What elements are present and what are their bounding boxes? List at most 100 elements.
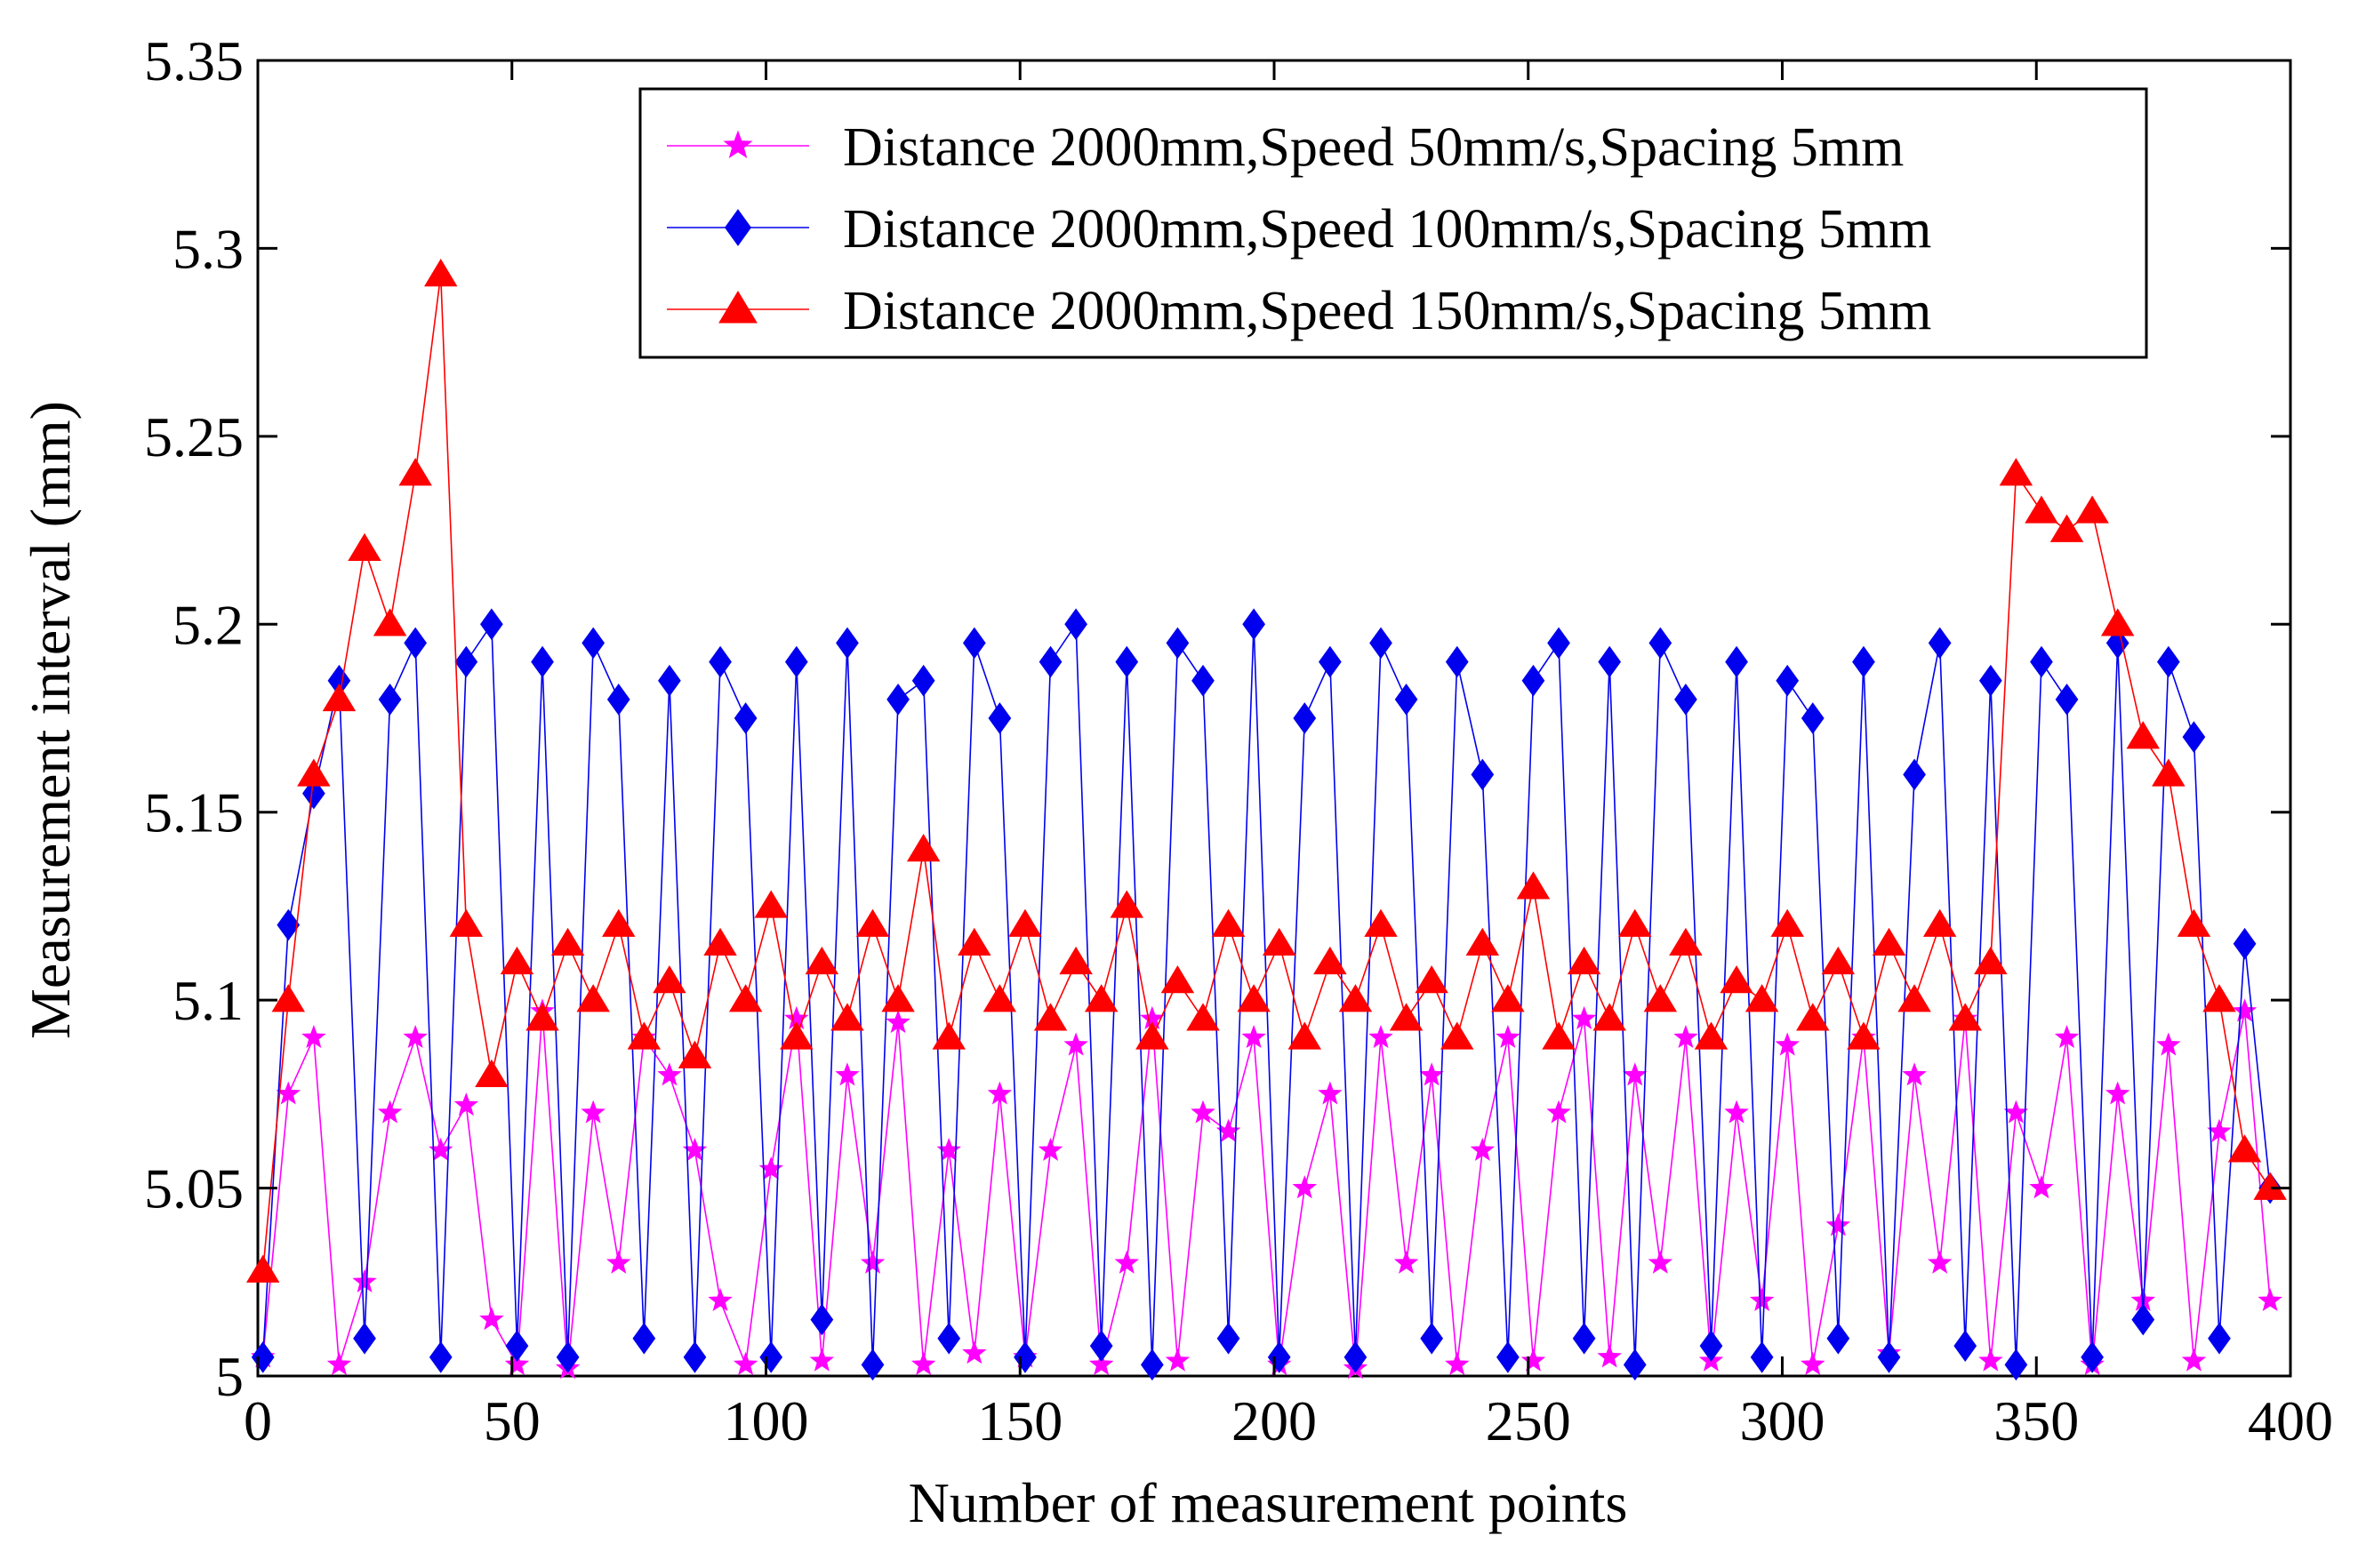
data-point <box>504 1351 530 1375</box>
y-axis: 5 5.05 5.1 5.15 5.2 5.25 5.3 5.35 <box>144 29 2290 1408</box>
data-point <box>962 1340 987 1364</box>
series-2 <box>251 608 2282 1381</box>
data-point <box>398 458 432 486</box>
x-tick-label: 350 <box>1993 1389 2079 1452</box>
data-point <box>835 1062 860 1086</box>
data-point <box>1419 1062 1444 1086</box>
data-point <box>836 627 859 660</box>
data-point <box>322 683 357 712</box>
data-point <box>1038 1137 1063 1161</box>
data-point <box>1186 1003 1220 1031</box>
legend: Distance 2000mm,Speed 50mm/s,Spacing 5mm… <box>638 87 2148 359</box>
data-point <box>1039 645 1063 678</box>
data-point <box>1287 1021 1322 1050</box>
data-point <box>404 627 428 660</box>
data-point <box>1394 684 1418 716</box>
data-point <box>1521 664 1545 697</box>
data-point <box>733 1351 758 1375</box>
data-point <box>860 1250 886 1274</box>
data-point <box>505 1330 529 1363</box>
data-point <box>453 1092 479 1116</box>
x-tick-label: 50 <box>484 1389 541 1452</box>
data-point <box>1313 946 1347 975</box>
data-point <box>2152 758 2186 787</box>
data-point <box>1237 984 1271 1012</box>
data-point <box>581 627 606 660</box>
data-point <box>1725 645 1748 678</box>
data-point <box>550 927 585 956</box>
data-point <box>2055 684 2079 716</box>
data-point <box>1673 1024 1698 1049</box>
data-point <box>1546 1100 1571 1124</box>
data-point <box>958 927 991 956</box>
x-tick-label: 100 <box>724 1389 809 1452</box>
data-point <box>1440 1021 1474 1050</box>
legend-label: Distance 2000mm,Speed 50mm/s,Spacing 5mm <box>843 117 1904 178</box>
data-point <box>683 1341 707 1373</box>
x-tick-label: 250 <box>1486 1389 1571 1452</box>
data-point <box>1114 1250 1139 1274</box>
legend-item: Distance 2000mm,Speed 50mm/s,Spacing 5mm <box>667 117 1904 178</box>
data-point <box>1368 1024 1393 1049</box>
data-point <box>1948 1003 1982 1031</box>
data-point <box>2126 721 2160 749</box>
data-point <box>2025 495 2058 524</box>
y-tick-label: 5.2 <box>172 593 244 656</box>
data-point <box>1801 1351 1825 1375</box>
data-point <box>277 908 301 941</box>
data-point <box>1343 1341 1367 1373</box>
data-point <box>780 1021 814 1050</box>
data-point <box>449 908 484 937</box>
data-point <box>373 608 407 636</box>
data-point <box>1978 1348 2003 1372</box>
data-point <box>2054 1024 2080 1049</box>
data-point <box>606 1250 631 1274</box>
data-point <box>1191 1100 1215 1124</box>
data-point <box>784 645 808 678</box>
legend-marker <box>724 209 752 246</box>
data-point <box>1547 627 1570 660</box>
data-point <box>1903 758 1926 791</box>
x-axis-label: Number of measurement points <box>909 1471 1628 1534</box>
legend-marker <box>723 130 753 159</box>
data-point <box>1902 1062 1927 1086</box>
data-point <box>1669 927 1703 956</box>
data-point <box>1572 1322 1596 1355</box>
data-point <box>1821 946 1856 975</box>
data-point <box>987 1081 1013 1105</box>
y-tick-label: 5.3 <box>172 217 244 280</box>
data-point <box>627 1021 662 1050</box>
data-point <box>352 1268 377 1292</box>
y-tick-label: 5.35 <box>144 29 244 92</box>
data-point <box>1648 1250 1673 1274</box>
data-point <box>1088 1351 1114 1375</box>
data-point <box>1470 1137 1496 1161</box>
data-point <box>1415 965 1448 994</box>
data-point <box>2181 1348 2207 1372</box>
legend-label: Distance 2000mm,Speed 150mm/s,Spacing 5m… <box>843 281 1931 341</box>
data-point <box>759 1341 783 1373</box>
data-point <box>454 645 478 678</box>
data-point <box>1825 1212 1851 1236</box>
data-point <box>353 1322 376 1355</box>
data-point <box>2253 1172 2287 1200</box>
data-point <box>475 1059 509 1087</box>
data-point <box>1826 1322 1850 1355</box>
data-point <box>1496 1024 1520 1049</box>
y-tick-label: 5.05 <box>144 1157 244 1220</box>
data-point <box>810 1303 834 1336</box>
data-point <box>2075 495 2109 524</box>
data-point <box>297 758 331 787</box>
data-point <box>1135 1021 1169 1050</box>
data-point <box>2105 1081 2130 1105</box>
data-point <box>1393 1250 1419 1274</box>
data-point <box>754 890 788 918</box>
data-point <box>937 1322 961 1355</box>
data-point <box>606 684 630 716</box>
data-point <box>855 908 890 937</box>
data-point <box>678 1040 712 1068</box>
data-point <box>2100 608 2135 636</box>
data-point <box>1420 1322 1444 1355</box>
data-point <box>1262 927 1296 956</box>
data-point <box>1623 1348 1647 1381</box>
